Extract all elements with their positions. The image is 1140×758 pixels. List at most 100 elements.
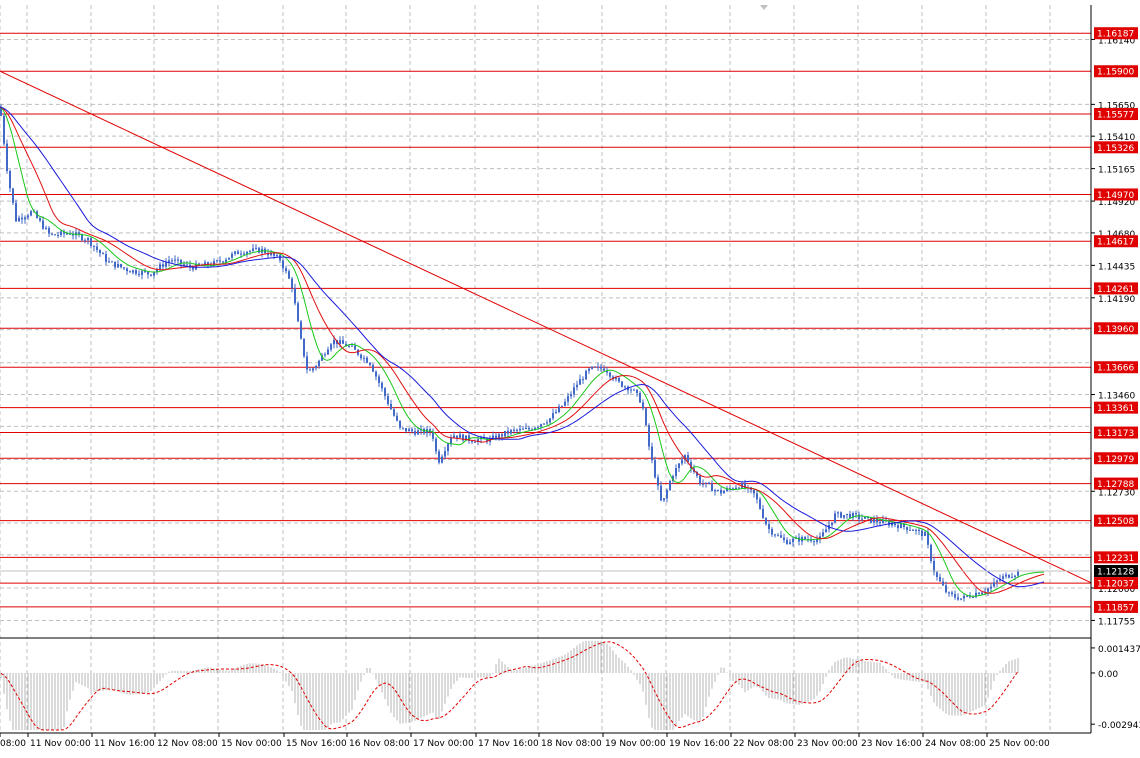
candle-body [390, 403, 392, 410]
candle-body [621, 381, 623, 387]
price-tick-label: 1.13460 [1098, 392, 1135, 402]
ma-fast-line [0, 106, 1045, 597]
current-price-marker: 1.12128 [0, 565, 1138, 578]
candle-body [1011, 576, 1013, 578]
candle-body [720, 489, 722, 494]
candle-body [141, 271, 143, 275]
candle-body [900, 523, 902, 529]
candle-body [735, 487, 737, 489]
candle-body [282, 260, 284, 269]
level-label-box [1094, 235, 1138, 248]
candle-body [519, 428, 521, 431]
candle-body [744, 483, 746, 489]
candle-body [129, 271, 131, 273]
candle-body [363, 357, 365, 359]
time-tick-label: 11 Nov 00:00 [30, 739, 91, 749]
trendline-line [0, 70, 1092, 584]
candle-body [804, 537, 806, 540]
candle-body [732, 488, 734, 490]
candle-body [288, 271, 290, 279]
candle-body [963, 595, 965, 599]
candle-body [234, 251, 236, 254]
candle-body [504, 430, 506, 437]
candle-body [186, 264, 188, 266]
candle-body [939, 577, 941, 582]
candle-body [195, 263, 197, 270]
level-label-box [1094, 551, 1138, 564]
candle-body [834, 513, 836, 523]
candle-body [606, 370, 608, 373]
candle-body [285, 268, 287, 272]
price-candles [0, 104, 1019, 602]
level-label: 1.12788 [1097, 480, 1134, 490]
candle-body [270, 253, 272, 256]
ma-slow-line [0, 106, 1045, 588]
candle-body [477, 439, 479, 443]
time-tick-label: 19 Nov 00:00 [605, 739, 666, 749]
candle-body [396, 415, 398, 421]
candle-body [789, 542, 791, 545]
candle-body [333, 339, 335, 345]
price-tick-label: 1.16140 [1098, 36, 1135, 46]
candle-body [111, 261, 113, 263]
candle-body [780, 535, 782, 538]
time-tick-label: 08:00 [0, 739, 26, 749]
candle-body [573, 387, 575, 395]
candle-body [342, 340, 344, 344]
candle-body [207, 262, 209, 266]
candle-body [258, 247, 260, 253]
candle-body [345, 343, 347, 347]
candle-body [588, 368, 590, 371]
candle-body [525, 427, 527, 429]
candle-body [690, 462, 692, 469]
candle-body [738, 487, 740, 489]
candle-body [246, 251, 248, 255]
candle-body [759, 499, 761, 509]
candle-body [117, 264, 119, 268]
candle-body [684, 455, 686, 461]
candle-body [45, 227, 47, 229]
chart-shift-marker [760, 5, 768, 10]
candle-body [819, 536, 821, 540]
candle-body [543, 423, 545, 425]
candle-body [222, 261, 224, 263]
time-tick-label: 15 Nov 00:00 [221, 739, 282, 749]
candle-body [579, 379, 581, 385]
candle-body [93, 245, 95, 247]
plot-frame [0, 5, 1092, 734]
level-label-box [1094, 401, 1138, 414]
candle-body [618, 377, 620, 382]
level-label: 1.16187 [1097, 30, 1134, 40]
candle-body [927, 532, 929, 545]
candle-body [84, 240, 86, 242]
candle-body [393, 409, 395, 416]
candle-body [831, 522, 833, 525]
level-label-box [1094, 514, 1138, 527]
candle-body [204, 262, 206, 266]
candle-body [456, 435, 458, 438]
level-label: 1.12508 [1097, 517, 1134, 527]
candle-body [459, 434, 461, 438]
candle-body [357, 349, 359, 355]
time-tick-label: 18 Nov 08:00 [541, 739, 602, 749]
candle-body [372, 364, 374, 372]
candle-body [309, 369, 311, 371]
candle-body [1014, 575, 1016, 577]
candle-body [435, 438, 437, 452]
candle-body [1005, 574, 1007, 577]
grid [0, 5, 1091, 733]
price-tick-label: 1.14435 [1098, 262, 1135, 272]
candle-body [996, 580, 998, 583]
osc-tick-label: 0.00 [1098, 670, 1118, 680]
candle-body [870, 517, 872, 523]
candle-body [534, 427, 536, 431]
candle-body [177, 259, 179, 261]
candle-body [810, 539, 812, 542]
level-label-box [1094, 141, 1138, 154]
candle-body [273, 253, 275, 256]
candle-body [774, 534, 776, 536]
candle-body [603, 368, 605, 371]
